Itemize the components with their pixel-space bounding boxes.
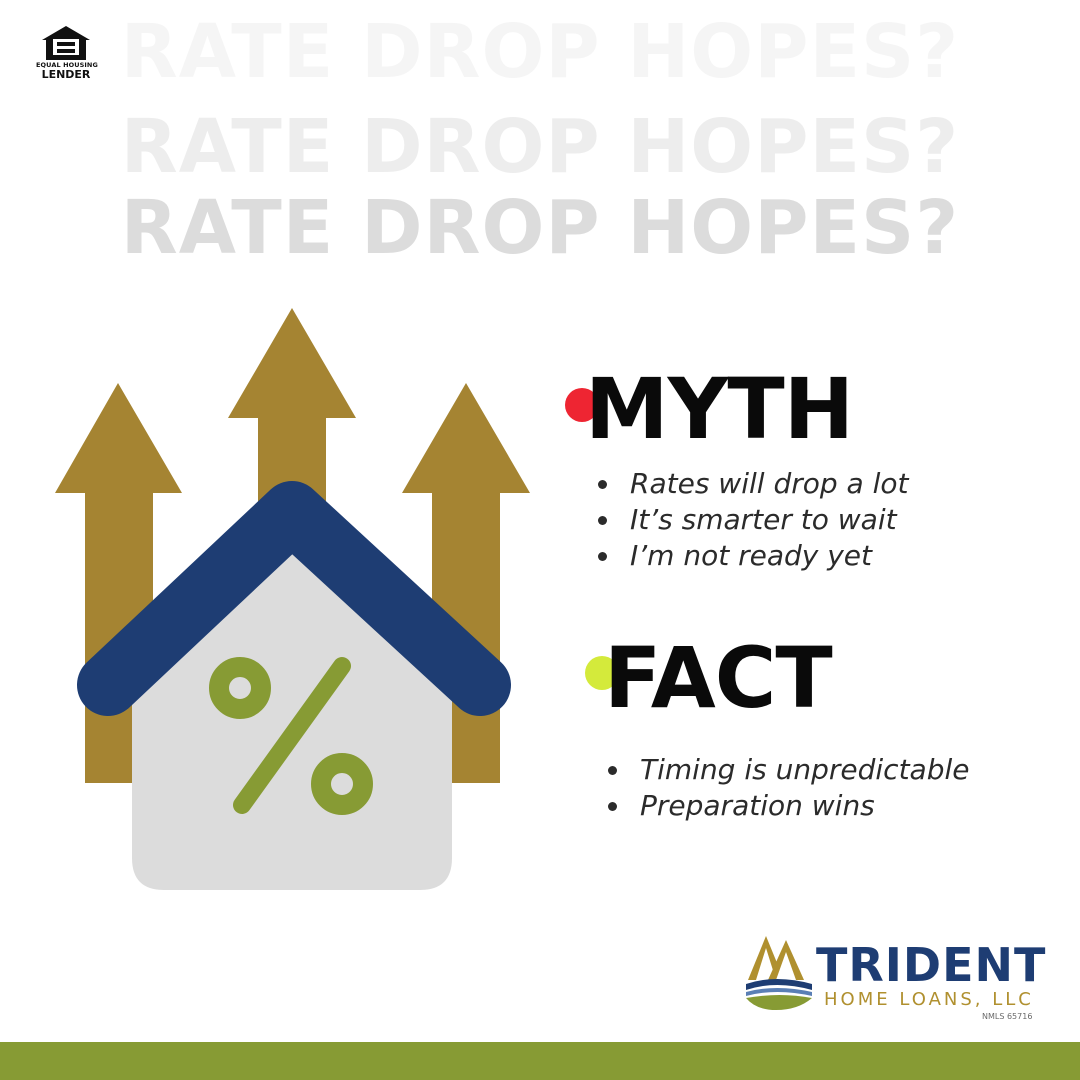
equal-housing-icon [42, 26, 90, 60]
headline-main: RATE DROP HOPES? [120, 185, 960, 271]
myth-item-text: Rates will drop a lot [630, 467, 909, 500]
headline-faded-1: RATE DROP HOPES? [120, 9, 960, 95]
list-item: Preparation wins [608, 788, 970, 824]
logo-subtitle: HOME LOANS, LLC [824, 989, 1034, 1010]
bullet-dot [608, 766, 617, 775]
bullet-dot [608, 802, 617, 811]
fact-item-text: Timing is unpredictable [640, 753, 970, 786]
lender-text: LENDER [41, 68, 91, 81]
footer-bar [0, 1042, 1080, 1080]
bullet-dot [598, 480, 607, 489]
myth-heading: MYTH [585, 360, 854, 458]
fact-list: Timing is unpredictable Preparation wins [608, 752, 970, 824]
mountain-wave-icon [746, 936, 812, 1010]
equal-housing-lender-badge: EQUAL HOUSING LENDER [36, 24, 98, 88]
logo-brand: TRIDENT [816, 938, 1047, 992]
percent-icon [209, 657, 373, 815]
fact-dot [585, 656, 619, 690]
myth-item-text: I’m not ready yet [630, 539, 873, 572]
house-icon [77, 481, 511, 890]
trident-logo: TRIDENT HOME LOANS, LLC NMLS 65716 [740, 932, 1060, 1027]
myth-dot [565, 388, 599, 422]
fact-heading: FACT [604, 629, 833, 727]
house-rates-illustration [55, 308, 530, 890]
bullet-dot [598, 516, 607, 525]
headline-faded-2: RATE DROP HOPES? [120, 104, 960, 190]
list-item: I’m not ready yet [598, 538, 908, 574]
myth-item-text: It’s smarter to wait [630, 503, 897, 536]
logo-nmls: NMLS 65716 [982, 1012, 1033, 1021]
list-item: Timing is unpredictable [608, 752, 970, 788]
bullet-dot [598, 552, 607, 561]
myth-list: Rates will drop a lot It’s smarter to wa… [598, 466, 908, 574]
fact-item-text: Preparation wins [640, 789, 875, 822]
list-item: Rates will drop a lot [598, 466, 908, 502]
equal-housing-text: EQUAL HOUSING [36, 61, 98, 69]
list-item: It’s smarter to wait [598, 502, 908, 538]
